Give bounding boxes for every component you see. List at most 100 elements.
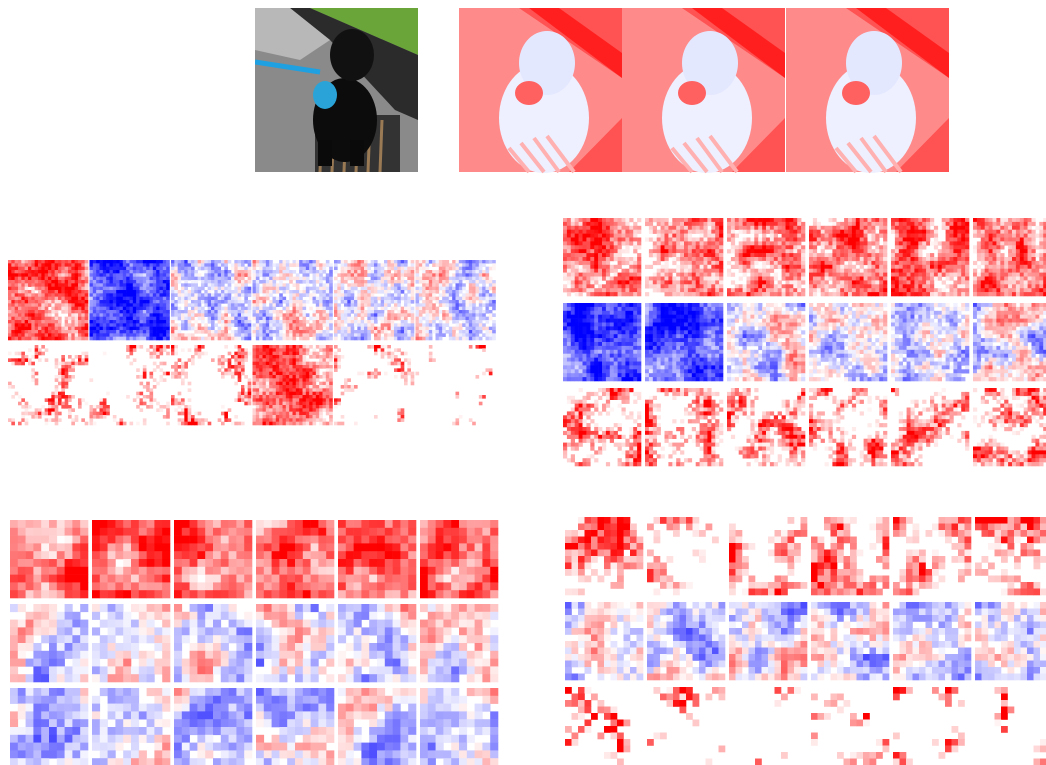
pixel bbox=[337, 280, 341, 284]
pixel bbox=[191, 273, 195, 277]
pixel bbox=[482, 263, 486, 267]
pixel bbox=[329, 307, 333, 311]
pixel bbox=[492, 283, 496, 287]
pixel bbox=[279, 280, 283, 284]
pixel bbox=[397, 362, 401, 366]
pixel bbox=[256, 418, 260, 422]
pixel bbox=[334, 330, 338, 334]
pixel bbox=[489, 317, 493, 321]
pixel bbox=[184, 280, 188, 284]
pixel bbox=[602, 292, 606, 296]
pixel bbox=[51, 398, 55, 402]
pixel bbox=[58, 337, 62, 341]
pixel bbox=[244, 310, 248, 314]
pixel bbox=[130, 310, 134, 314]
pixel bbox=[306, 320, 310, 324]
pixel bbox=[676, 265, 680, 269]
pixel bbox=[633, 288, 637, 292]
pixel bbox=[81, 418, 85, 422]
pixel bbox=[8, 385, 12, 389]
pixel bbox=[136, 290, 140, 294]
pixel bbox=[61, 287, 65, 291]
pixel bbox=[323, 355, 327, 359]
pixel bbox=[78, 260, 82, 264]
pixel bbox=[299, 260, 303, 264]
pixel bbox=[253, 290, 257, 294]
pixel bbox=[625, 218, 629, 222]
pixel bbox=[299, 395, 303, 399]
pixel bbox=[143, 293, 147, 297]
pixel bbox=[394, 362, 398, 366]
pixel bbox=[269, 273, 273, 277]
pixel bbox=[110, 313, 114, 317]
pixel bbox=[602, 261, 606, 265]
pixel bbox=[41, 333, 45, 337]
pixel bbox=[238, 303, 242, 307]
pixel bbox=[704, 241, 708, 245]
pixel bbox=[113, 333, 117, 337]
pixel bbox=[81, 260, 85, 264]
pixel bbox=[653, 261, 657, 265]
pixel bbox=[334, 260, 338, 264]
pixel bbox=[156, 317, 160, 321]
pixel bbox=[594, 218, 598, 222]
pixel bbox=[221, 277, 225, 281]
pixel bbox=[309, 405, 313, 409]
pixel bbox=[323, 323, 327, 327]
pixel bbox=[279, 368, 283, 372]
pixel bbox=[126, 273, 130, 277]
pixel bbox=[35, 263, 39, 267]
pixel bbox=[299, 365, 303, 369]
pixel bbox=[361, 307, 365, 311]
pixel bbox=[361, 287, 365, 291]
pixel bbox=[61, 333, 65, 337]
pixel bbox=[8, 337, 12, 341]
pixel bbox=[303, 263, 307, 267]
pixel bbox=[313, 395, 317, 399]
pixel bbox=[228, 352, 232, 356]
pixel bbox=[571, 280, 575, 284]
pixel bbox=[81, 290, 85, 294]
pixel bbox=[422, 270, 426, 274]
pixel bbox=[426, 293, 430, 297]
pixel bbox=[15, 303, 19, 307]
pixel bbox=[231, 375, 235, 379]
pixel bbox=[48, 405, 52, 409]
pixel bbox=[377, 317, 381, 321]
pixel bbox=[571, 230, 575, 234]
pixel bbox=[113, 280, 117, 284]
pixel bbox=[586, 277, 590, 281]
pixel bbox=[309, 293, 313, 297]
pixel bbox=[171, 398, 175, 402]
pixel bbox=[299, 385, 303, 389]
pixel bbox=[253, 260, 257, 264]
pixel bbox=[377, 337, 381, 341]
pixel bbox=[459, 280, 463, 284]
pixel bbox=[181, 290, 185, 294]
pixel bbox=[446, 317, 450, 321]
pixel bbox=[143, 337, 147, 341]
pixel bbox=[130, 303, 134, 307]
pixel bbox=[466, 333, 470, 337]
pixel bbox=[334, 293, 338, 297]
pixel bbox=[211, 280, 215, 284]
pixel bbox=[711, 234, 715, 238]
pixel bbox=[156, 313, 160, 317]
pixel bbox=[153, 270, 157, 274]
pixel bbox=[78, 337, 82, 341]
pixel bbox=[166, 402, 170, 406]
pixel bbox=[65, 270, 69, 274]
pixel bbox=[432, 297, 436, 301]
pixel bbox=[130, 277, 134, 281]
pixel bbox=[341, 330, 345, 334]
pixel bbox=[156, 402, 160, 406]
pixel bbox=[711, 253, 715, 257]
pixel bbox=[394, 348, 398, 352]
pixel bbox=[326, 408, 330, 412]
pixel bbox=[11, 277, 15, 281]
pixel bbox=[387, 277, 391, 281]
pixel bbox=[51, 323, 55, 327]
pixel bbox=[629, 238, 633, 242]
pixel bbox=[341, 422, 345, 426]
pixel bbox=[341, 317, 345, 321]
